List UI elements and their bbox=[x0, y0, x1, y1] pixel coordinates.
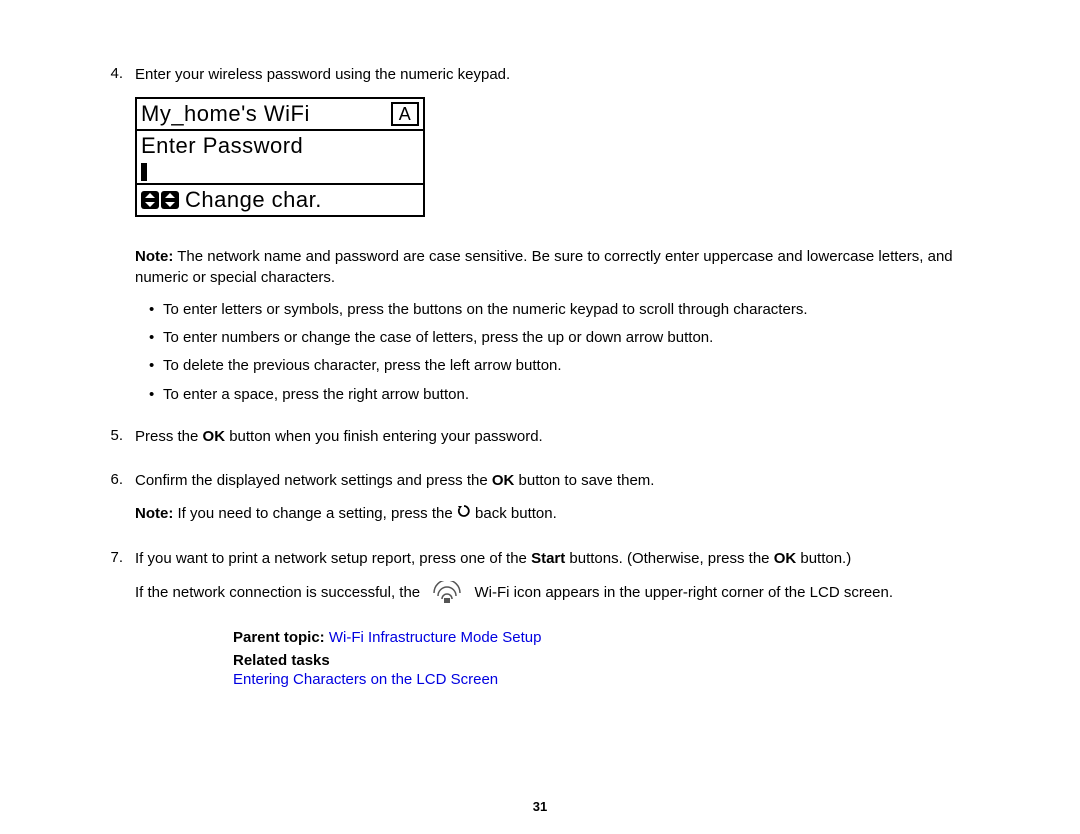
document-page: 4. Enter your wireless password using th… bbox=[0, 0, 1080, 718]
lcd-line1: My_home's WiFi bbox=[141, 101, 310, 127]
list-item: To enter letters or symbols, press the b… bbox=[149, 300, 980, 320]
page-number: 31 bbox=[0, 799, 1080, 814]
related-task-link[interactable]: Entering Characters on the LCD Screen bbox=[233, 671, 980, 688]
lcd-line2: Enter Password bbox=[137, 131, 423, 161]
step-number: 5. bbox=[100, 427, 135, 459]
step-note: Note: The network name and password are … bbox=[135, 247, 980, 288]
step-note: Note: If you need to change a setting, p… bbox=[135, 503, 980, 525]
bullet-list: To enter letters or symbols, press the b… bbox=[135, 300, 980, 405]
list-item: To enter numbers or change the case of l… bbox=[149, 328, 980, 348]
step-number: 4. bbox=[100, 65, 135, 415]
list-item: To delete the previous character, press … bbox=[149, 356, 980, 376]
lcd-line4: Change char. bbox=[137, 183, 423, 215]
parent-topic-link[interactable]: Wi-Fi Infrastructure Mode Setup bbox=[329, 629, 542, 646]
parent-topic: Parent topic: Wi-Fi Infrastructure Mode … bbox=[233, 629, 980, 646]
step-text: Press the OK button when you finish ente… bbox=[135, 427, 980, 447]
back-icon bbox=[457, 503, 471, 525]
step-5: 5. Press the OK button when you finish e… bbox=[100, 427, 980, 459]
step-number: 6. bbox=[100, 471, 135, 537]
step-text: Enter your wireless password using the n… bbox=[135, 65, 980, 85]
step-number: 7. bbox=[100, 549, 135, 617]
lcd-cursor-row bbox=[137, 161, 423, 183]
lcd-cursor bbox=[141, 163, 147, 181]
arrow-up-down-icon bbox=[161, 191, 179, 209]
list-item: To enter a space, press the right arrow … bbox=[149, 385, 980, 405]
step-4: 4. Enter your wireless password using th… bbox=[100, 65, 980, 415]
step-text: If you want to print a network setup rep… bbox=[135, 549, 980, 569]
step-text-2: If the network connection is successful,… bbox=[135, 581, 980, 605]
wifi-icon bbox=[430, 581, 464, 605]
step-6: 6. Confirm the displayed network setting… bbox=[100, 471, 980, 537]
step-text: Confirm the displayed network settings a… bbox=[135, 471, 980, 491]
lcd-screenshot: My_home's WiFi A Enter Password Change c… bbox=[135, 97, 980, 217]
arrow-up-down-icon bbox=[141, 191, 159, 209]
step-7: 7. If you want to print a network setup … bbox=[100, 549, 980, 617]
lcd-mode-indicator: A bbox=[391, 102, 419, 126]
related-tasks-label: Related tasks bbox=[233, 652, 980, 669]
